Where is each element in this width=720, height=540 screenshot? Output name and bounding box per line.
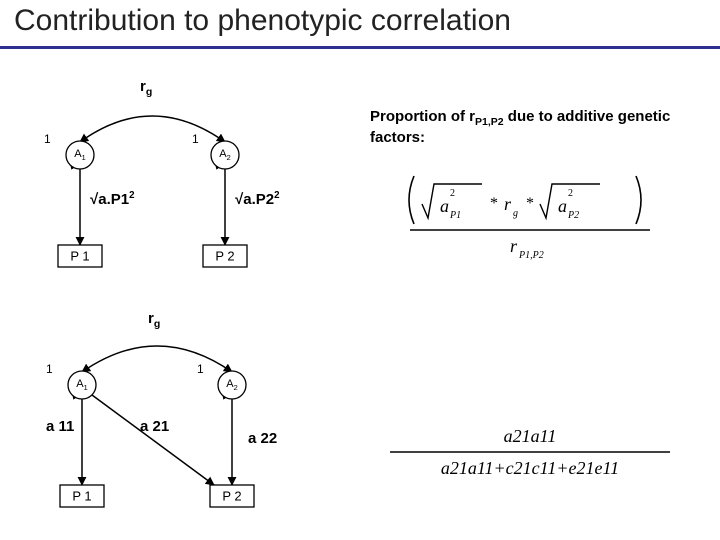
formula-bottom: a21a11 a21a11+c21c11+e21e11	[370, 420, 690, 495]
d2-one-left: 1	[46, 362, 53, 376]
d2-A1-label: A1	[76, 378, 88, 392]
d1-rg-arc	[80, 116, 225, 142]
d2-rg-arc	[82, 346, 232, 372]
d2-P2-label: P 2	[222, 489, 241, 504]
svg-text:r: r	[510, 236, 518, 256]
formula-top-svg: a P1 2 * r g * a P2 2 r P1,P2	[400, 170, 680, 260]
d1-P2-label: P 2	[215, 249, 234, 264]
d1-P1-label: P 1	[70, 249, 89, 264]
svg-text:2: 2	[450, 188, 455, 199]
d1-A1-1: 1	[82, 153, 86, 162]
d1-path-aP1-base: √a.P1	[90, 191, 129, 208]
d2-A1-1: 1	[84, 383, 88, 392]
d2-a22: a 22	[248, 430, 277, 447]
formula-bottom-den: a21a11+c21c11+e21e11	[441, 458, 619, 478]
d1-path-aP2-sup: 2	[274, 190, 279, 201]
d1-path-aP1: √a.P12	[90, 190, 135, 208]
d2-P1-label: P 1	[72, 489, 91, 504]
svg-text:*: *	[526, 195, 534, 212]
svg-text:2: 2	[568, 188, 573, 199]
d2-A2-2: 2	[234, 383, 238, 392]
d2-rg-label: rg	[148, 310, 160, 330]
svg-text:P1,P2: P1,P2	[518, 250, 544, 260]
d1-one-left: 1	[44, 132, 51, 146]
svg-text:a: a	[558, 196, 567, 216]
d1-rg-label: rg	[140, 78, 152, 98]
svg-text:*: *	[490, 195, 498, 212]
formula-bottom-num: a21a11	[504, 426, 557, 446]
d1-path-aP2-base: √a.P2	[235, 191, 274, 208]
d1-one-right: 1	[192, 132, 199, 146]
svg-text:r: r	[504, 194, 512, 214]
d2-rg-g: g	[154, 318, 160, 330]
d1-A2-2: 2	[227, 153, 231, 162]
svg-text:P1: P1	[449, 210, 461, 221]
d1-path-aP2: √a.P22	[235, 190, 280, 208]
d2-one-right: 1	[197, 362, 204, 376]
formula-top: a P1 2 * r g * a P2 2 r P1,P2	[400, 170, 680, 265]
d2-a21: a 21	[140, 418, 169, 435]
svg-text:P2: P2	[567, 210, 579, 221]
d1-rg-g: g	[146, 86, 152, 98]
formula-bottom-svg: a21a11 a21a11+c21c11+e21e11	[370, 420, 690, 490]
d1-A1-label: A1	[74, 148, 86, 162]
svg-text:a: a	[440, 196, 449, 216]
d2-A2-label: A2	[226, 378, 238, 392]
d1-path-aP1-sup: 2	[129, 190, 134, 201]
d1-A2-label: A2	[219, 148, 231, 162]
d2-arrow-a21	[92, 395, 214, 485]
svg-text:g: g	[513, 208, 518, 219]
d2-a11: a 11	[46, 418, 74, 435]
